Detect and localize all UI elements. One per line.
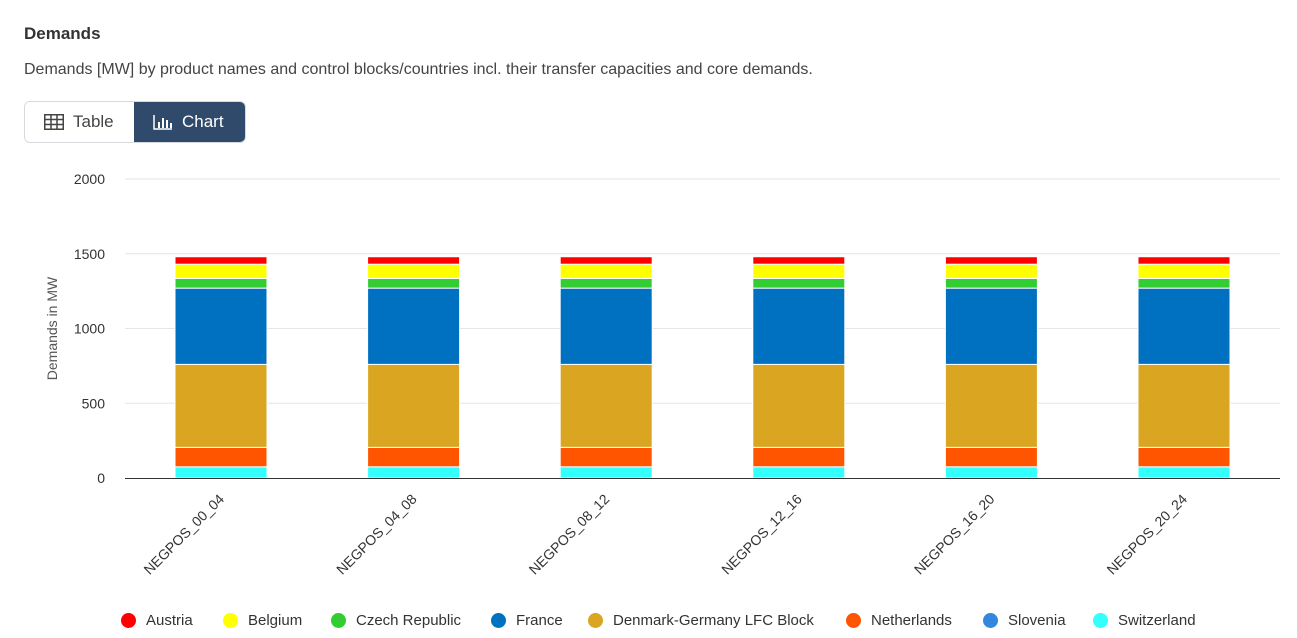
bar-segment — [559, 277, 653, 289]
chart-view-button[interactable]: Chart — [134, 102, 245, 142]
bar-segment — [174, 256, 268, 265]
bar-segment — [1137, 277, 1231, 289]
bar-segment — [1137, 287, 1231, 365]
bar-segment — [752, 256, 846, 265]
bar-segment — [367, 256, 461, 265]
legend-label: Czech Republic — [356, 612, 462, 629]
legend-label: Austria — [146, 612, 193, 629]
bar-segment — [559, 446, 653, 468]
view-toggle: Table Chart — [24, 101, 246, 143]
demands-chart: 0 500 1000 1500 2000 Demands in MW NEGPOS_00_0… — [44, 171, 1280, 578]
legend-swatch — [121, 613, 136, 628]
bar-segment — [559, 287, 653, 365]
bar-segment — [559, 256, 653, 265]
bar-segment — [1137, 263, 1231, 279]
legend-label: Slovenia — [1008, 612, 1066, 629]
bar-segment — [367, 466, 461, 479]
bar-segment — [1137, 466, 1231, 479]
bar-segment — [367, 287, 461, 365]
bar-segment — [752, 263, 846, 279]
legend-item[interactable]: Switzerland — [1093, 612, 1196, 629]
x-tick-label: NEGPOS_00_04 — [140, 491, 227, 578]
bar-segment — [174, 446, 268, 468]
bar-segment — [174, 287, 268, 365]
legend-swatch — [983, 613, 998, 628]
bar-segment — [752, 446, 846, 468]
bar-segment — [1137, 256, 1231, 265]
legend-swatch — [1093, 613, 1108, 628]
legend-item[interactable]: Netherlands — [846, 612, 952, 629]
x-tick-label: NEGPOS_20_24 — [1103, 491, 1190, 578]
legend-item[interactable]: France — [491, 612, 563, 629]
legend-swatch — [331, 613, 346, 628]
legend-swatch — [223, 613, 238, 628]
bar-segment — [944, 277, 1038, 289]
bar-segment — [944, 287, 1038, 365]
y-tick-label: 500 — [82, 395, 106, 411]
bar-segment — [367, 363, 461, 448]
legend-item[interactable]: Denmark-Germany LFC Block — [588, 612, 814, 629]
bar-segment — [559, 363, 653, 448]
bar-segment — [1137, 446, 1231, 468]
bar-segment — [174, 363, 268, 448]
legend-label: Switzerland — [1118, 612, 1196, 629]
bar-segment — [367, 277, 461, 289]
page-subtitle: Demands [MW] by product names and contro… — [24, 61, 813, 78]
bar-segment — [559, 263, 653, 279]
bar-segment — [174, 277, 268, 289]
y-axis-title: Demands in MW — [44, 276, 60, 380]
legend-swatch — [588, 613, 603, 628]
y-tick-label: 1500 — [74, 246, 105, 262]
x-tick-label: NEGPOS_04_08 — [333, 491, 420, 578]
legend-swatch — [491, 613, 506, 628]
bar-segment — [752, 287, 846, 365]
legend-item[interactable]: Czech Republic — [331, 612, 461, 629]
bar-segment — [944, 466, 1038, 479]
bar-segment — [367, 263, 461, 279]
bar-segment — [1137, 363, 1231, 448]
bar-segment — [752, 466, 846, 479]
page-title: Demands — [24, 24, 101, 43]
bar-segment — [944, 363, 1038, 448]
bar-segment — [944, 263, 1038, 279]
legend-swatch — [846, 613, 861, 628]
legend-label: France — [516, 612, 563, 629]
y-tick-label: 0 — [97, 470, 105, 486]
legend-item[interactable]: Slovenia — [983, 612, 1066, 629]
bar-segment — [944, 256, 1038, 265]
legend-item[interactable]: Austria — [121, 612, 193, 629]
table-view-button[interactable]: Table — [25, 102, 134, 142]
bar-segment — [559, 466, 653, 479]
bar-segment — [367, 446, 461, 468]
legend-label: Netherlands — [871, 612, 952, 629]
legend-label: Belgium — [248, 612, 303, 629]
bar-segment — [752, 363, 846, 448]
y-tick-label: 1000 — [74, 321, 105, 337]
bar-segment — [752, 277, 846, 289]
bar-segment — [174, 466, 268, 479]
y-tick-label: 2000 — [74, 171, 105, 187]
table-view-label: Table — [73, 112, 114, 131]
bar-chart-icon — [153, 114, 173, 130]
x-tick-label: NEGPOS_12_16 — [718, 491, 805, 578]
legend-label: Denmark-Germany LFC Block — [613, 612, 814, 629]
legend-item[interactable]: Belgium — [223, 612, 302, 629]
bar-segment — [944, 446, 1038, 468]
x-tick-label: NEGPOS_16_20 — [911, 491, 998, 578]
table-icon — [44, 114, 64, 130]
chart-view-label: Chart — [182, 112, 224, 131]
bar-segment — [174, 263, 268, 279]
x-tick-label: NEGPOS_08_12 — [526, 491, 613, 578]
